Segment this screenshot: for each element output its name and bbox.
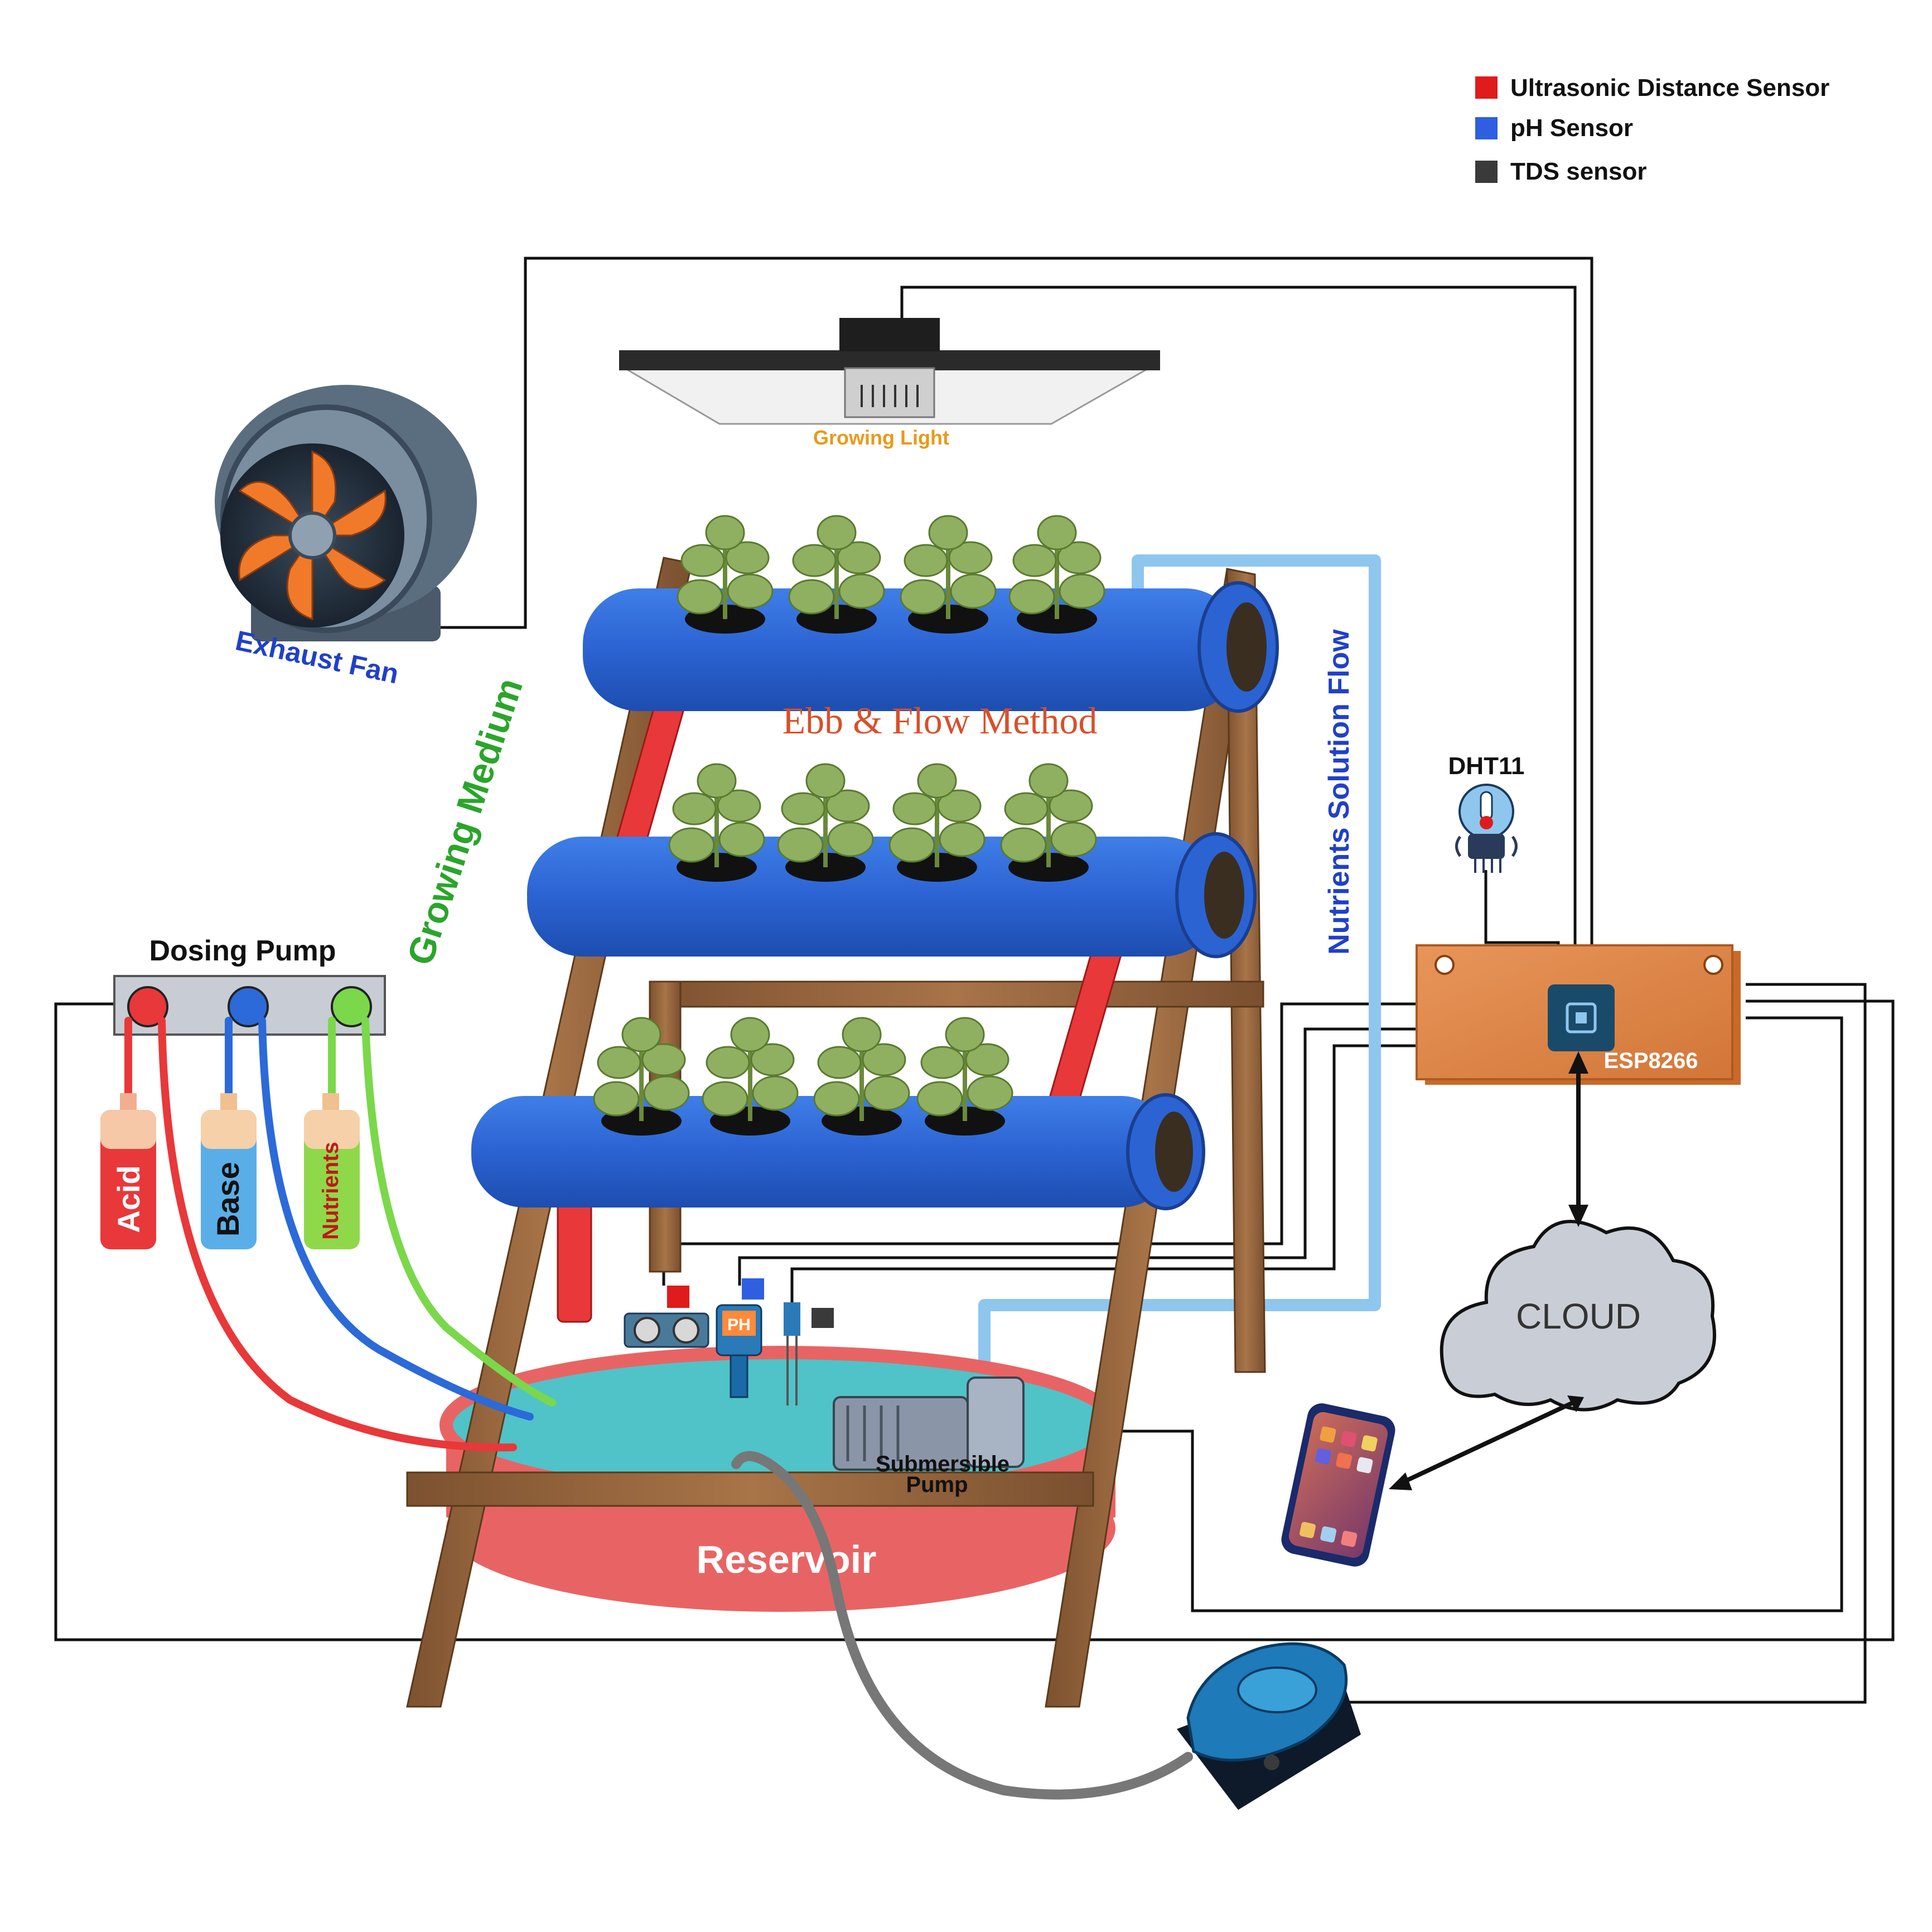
- plant-icon: [668, 763, 765, 882]
- growing-light-icon: [619, 318, 1160, 425]
- legend-swatch-tds: [1475, 161, 1498, 183]
- legend-swatch-ultrasonic: [1475, 76, 1498, 99]
- reservoir-label: Reservoir: [697, 1538, 877, 1581]
- legend-label-tds: TDS sensor: [1510, 158, 1647, 185]
- bottle-nutrients-label: Nutrients: [318, 1142, 343, 1240]
- air-hose: [731, 1451, 1193, 1800]
- ph-sensor-icon: PH: [716, 1278, 764, 1398]
- legend: Ultrasonic Distance Sensor pH Sensor TDS…: [1475, 74, 1829, 185]
- dht11-label: DHT11: [1448, 752, 1525, 780]
- esp8266-label: ESP8266: [1603, 1049, 1698, 1073]
- bottle-base-label: Base: [210, 1162, 245, 1237]
- wire-ph: [738, 1027, 1551, 1286]
- cloud-icon: [1440, 1220, 1716, 1412]
- legend-label-ultrasonic: Ultrasonic Distance Sensor: [1510, 74, 1829, 102]
- dosing-port-acid: [127, 986, 168, 1027]
- dosing-pump-label: Dosing Pump: [149, 935, 336, 967]
- submersible-pump-label-line1: Submersible: [876, 1452, 1010, 1476]
- plant-icon: [900, 515, 997, 634]
- wire-air-pump: [1350, 983, 1867, 1704]
- smartphone-icon: [1281, 1403, 1395, 1567]
- plant-icon: [788, 515, 885, 634]
- exhaust-fan-icon: [215, 385, 477, 641]
- dosing-port-base: [228, 986, 269, 1027]
- method-title: Ebb & Flow Method: [783, 699, 1098, 742]
- wire-growing-light: [900, 286, 1577, 954]
- bottle-acid: Acid: [100, 1093, 156, 1249]
- growing-light-label: Growing Light: [813, 426, 949, 449]
- air-pump-icon: [1177, 1642, 1361, 1810]
- ph-sensor-badge: PH: [727, 1316, 751, 1334]
- dosing-tubes: [124, 1017, 556, 1452]
- tds-sensor-icon: [784, 1302, 834, 1405]
- ultrasonic-sensor-icon: [624, 1286, 709, 1348]
- esp8266-board: [1416, 944, 1741, 1085]
- dht11-sensor-icon: [1455, 784, 1518, 873]
- plant-icon: [916, 1017, 1013, 1136]
- nutrient-flow-tube: [978, 554, 1381, 1375]
- legend-label-ph: pH Sensor: [1510, 114, 1633, 142]
- connection-arrows: [1389, 1051, 1588, 1490]
- growing-medium-label: Growing Medium: [399, 673, 530, 970]
- wire-exhaust-fan: [390, 257, 1593, 954]
- submersible-pump-label-line2: Pump: [906, 1472, 968, 1497]
- plant-icon: [677, 515, 774, 634]
- wire-submersible-pump: [1026, 1016, 1843, 1612]
- wire-dosing-pump: [54, 999, 1895, 1641]
- plant-icon: [1008, 515, 1105, 634]
- plant-icon: [593, 1017, 690, 1136]
- plant-icon: [702, 1017, 799, 1136]
- esp8266-chip-icon: [1548, 984, 1615, 1051]
- bottle-nutrients: Nutrients: [304, 1093, 360, 1249]
- submersible-pump-icon: [833, 1376, 1025, 1471]
- bottle-acid-label: Acid: [111, 1165, 146, 1233]
- dosing-port-nutrients: [331, 986, 372, 1027]
- plant-icon: [777, 763, 874, 882]
- plants: [593, 515, 1105, 1136]
- nutrients-flow-label: Nutrients Solution Flow: [1323, 629, 1355, 955]
- wire-tds: [790, 1044, 1551, 1316]
- plant-icon: [888, 763, 986, 882]
- legend-swatch-ph: [1475, 117, 1498, 139]
- plant-icon: [1000, 763, 1097, 882]
- bottle-base: Base: [201, 1093, 257, 1249]
- plant-icon: [813, 1017, 910, 1136]
- dosing-pump: [113, 975, 386, 1036]
- cloud-label: CLOUD: [1516, 1296, 1641, 1336]
